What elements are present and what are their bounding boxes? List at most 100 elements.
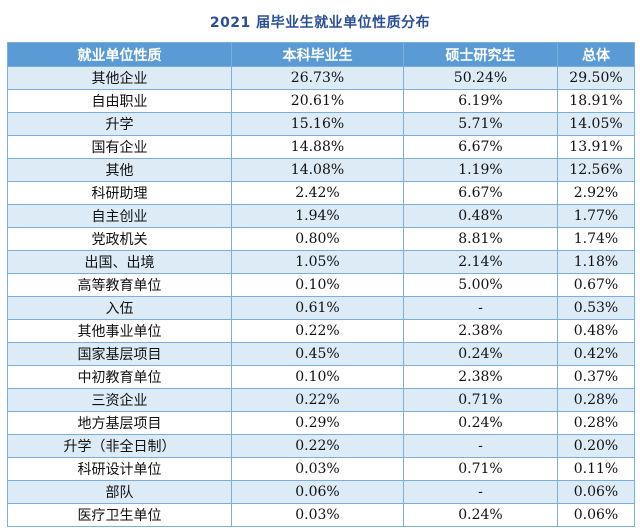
cell-master: 2.38% — [403, 319, 558, 343]
cell-undergraduate: 26.73% — [231, 66, 404, 90]
cell-overall: 0.48% — [557, 319, 635, 343]
cell-undergraduate: 0.22% — [231, 319, 404, 343]
cell-unit-type: 高等教育单位 — [7, 273, 232, 297]
header-unit-type: 就业单位性质 — [7, 42, 232, 67]
cell-undergraduate: 0.03% — [231, 503, 404, 527]
table-row: 升学（非全日制） 0.22% -0.20% — [7, 434, 635, 458]
cell-unit-type: 部队 — [7, 480, 232, 504]
table-row: 医疗卫生单位 0.03% 0.24% 0.06% — [7, 503, 635, 527]
cell-unit-type: 入伍 — [7, 296, 232, 320]
cell-master: 8.81% — [403, 227, 558, 251]
cell-master: - — [403, 480, 558, 504]
cell-master: 6.67% — [403, 135, 558, 159]
cell-unit-type: 医疗卫生单位 — [7, 503, 232, 527]
table-row: 科研助理 2.42% 6.67% 2.92% — [7, 181, 635, 205]
header-master: 硕士研究生 — [403, 42, 558, 67]
cell-overall: 1.77% — [557, 204, 635, 228]
table-title: 2021 届毕业生就业单位性质分布 — [209, 15, 431, 31]
cell-master: 2.38% — [403, 365, 558, 389]
cell-master: 0.71% — [403, 388, 558, 412]
cell-overall: 13.91% — [557, 135, 635, 159]
header-row: 就业单位性质 本科毕业生 硕士研究生 总体 — [7, 42, 635, 67]
cell-master: 2.14% — [403, 250, 558, 274]
cell-unit-type: 升学 — [7, 112, 232, 136]
table-row: 其他企业 26.73% 50.24% 29.50% — [7, 66, 635, 90]
cell-master: 0.24% — [403, 411, 558, 435]
cell-master: - — [403, 434, 558, 458]
cell-unit-type: 其他企业 — [7, 66, 232, 90]
cell-master: 1.19% — [403, 158, 558, 182]
cell-overall: 1.18% — [557, 250, 635, 274]
table-row: 其他事业单位 0.22% 2.38% 0.48% — [7, 319, 635, 343]
table-row: 国有企业 14.88% 6.67% 13.91% — [7, 135, 635, 159]
cell-master: 6.19% — [403, 89, 558, 113]
cell-overall: 12.56% — [557, 158, 635, 182]
cell-unit-type: 党政机关 — [7, 227, 232, 251]
cell-master: 6.67% — [403, 181, 558, 205]
cell-undergraduate: 0.03% — [231, 457, 404, 481]
cell-unit-type: 自主创业 — [7, 204, 232, 228]
cell-undergraduate: 1.05% — [231, 250, 404, 274]
cell-undergraduate: 15.16% — [231, 112, 404, 136]
cell-undergraduate: 0.80% — [231, 227, 404, 251]
table-row: 其他 14.08% 1.19% 12.56% — [7, 158, 635, 182]
cell-unit-type: 科研助理 — [7, 181, 232, 205]
cell-overall: 29.50% — [557, 66, 635, 90]
cell-overall: 0.28% — [557, 411, 635, 435]
cell-master: 5.71% — [403, 112, 558, 136]
cell-master: 5.00% — [403, 273, 558, 297]
table-row: 三资企业 0.22% 0.71% 0.28% — [7, 388, 635, 412]
cell-overall: 18.91% — [557, 89, 635, 113]
table-row: 部队 0.06% -0.06% — [7, 480, 635, 504]
cell-unit-type: 中初教育单位 — [7, 365, 232, 389]
cell-undergraduate: 0.10% — [231, 273, 404, 297]
cell-unit-type: 国家基层项目 — [7, 342, 232, 366]
table-row: 自由职业 20.61% 6.19% 18.91% — [7, 89, 635, 113]
cell-master: 0.24% — [403, 342, 558, 366]
cell-unit-type: 国有企业 — [7, 135, 232, 159]
cell-overall: 0.37% — [557, 365, 635, 389]
cell-master: 0.48% — [403, 204, 558, 228]
table-row: 自主创业 1.94% 0.48% 1.77% — [7, 204, 635, 228]
cell-unit-type: 科研设计单位 — [7, 457, 232, 481]
cell-unit-type: 出国、出境 — [7, 250, 232, 274]
cell-undergraduate: 0.61% — [231, 296, 404, 320]
cell-overall: 2.92% — [557, 181, 635, 205]
cell-unit-type: 三资企业 — [7, 388, 232, 412]
cell-undergraduate: 0.22% — [231, 434, 404, 458]
cell-overall: 0.06% — [557, 480, 635, 504]
cell-overall: 0.28% — [557, 388, 635, 412]
cell-overall: 0.53% — [557, 296, 635, 320]
cell-unit-type: 其他事业单位 — [7, 319, 232, 343]
table-row: 党政机关 0.80% 8.81% 1.74% — [7, 227, 635, 251]
cell-overall: 0.06% — [557, 503, 635, 527]
cell-overall: 1.74% — [557, 227, 635, 251]
table-row: 出国、出境 1.05% 2.14% 1.18% — [7, 250, 635, 274]
cell-undergraduate: 14.88% — [231, 135, 404, 159]
cell-overall: 14.05% — [557, 112, 635, 136]
cell-undergraduate: 1.94% — [231, 204, 404, 228]
header-overall: 总体 — [557, 42, 635, 67]
cell-undergraduate: 0.22% — [231, 388, 404, 412]
cell-master: 0.24% — [403, 503, 558, 527]
table-row: 中初教育单位 0.10% 2.38% 0.37% — [7, 365, 635, 389]
cell-undergraduate: 2.42% — [231, 181, 404, 205]
cell-overall: 0.42% — [557, 342, 635, 366]
table-row: 升学 15.16% 5.71% 14.05% — [7, 112, 635, 136]
cell-undergraduate: 0.10% — [231, 365, 404, 389]
cell-undergraduate: 0.29% — [231, 411, 404, 435]
cell-undergraduate: 0.06% — [231, 480, 404, 504]
cell-undergraduate: 0.45% — [231, 342, 404, 366]
cell-master: 0.71% — [403, 457, 558, 481]
cell-overall: 0.20% — [557, 434, 635, 458]
cell-unit-type: 自由职业 — [7, 89, 232, 113]
table-row: 国家基层项目 0.45% 0.24% 0.42% — [7, 342, 635, 366]
cell-undergraduate: 14.08% — [231, 158, 404, 182]
table-body: 其他企业 26.73% 50.24% 29.50% 自由职业 20.61% 6.19% 18.… — [7, 66, 635, 527]
employment-table: 就业单位性质 本科毕业生 硕士研究生 总体 其他企业 26.73% 50.24% 29… — [7, 42, 635, 527]
cell-overall: 0.67% — [557, 273, 635, 297]
cell-master: - — [403, 296, 558, 320]
cell-undergraduate: 20.61% — [231, 89, 404, 113]
cell-unit-type: 其他 — [7, 158, 232, 182]
